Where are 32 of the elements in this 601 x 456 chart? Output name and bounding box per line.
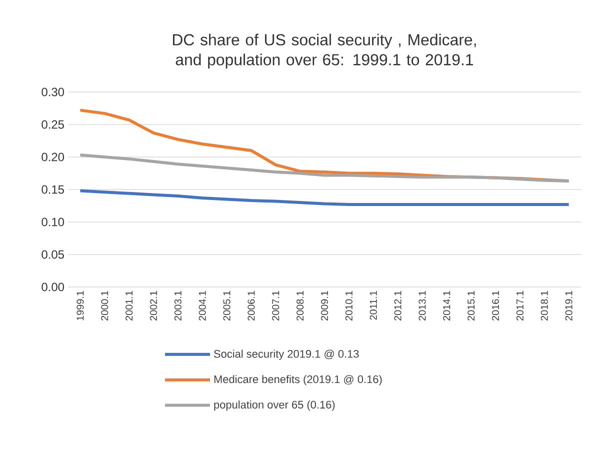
x-tick-label: 2002.1 <box>150 291 158 320</box>
y-tick-label: 0.05 <box>42 250 64 259</box>
y-tick-label: 0.15 <box>42 185 64 194</box>
x-tick-label: 2003.1 <box>174 291 182 320</box>
x-tick-label: 2019.1 <box>565 291 572 320</box>
x-tick-label: 2001.1 <box>126 291 133 320</box>
x-tick-label: 2006.1 <box>248 291 255 320</box>
chart-title: DC share of US social security , Medicare, and population over 65: 1999.1 to 2019.1 <box>173 34 476 69</box>
x-tick-label: 2004.1 <box>198 291 206 320</box>
x-tick-label: 2010.1 <box>345 291 352 320</box>
x-tick-label: 2009.1 <box>320 291 328 320</box>
x-tick-label: 2000.1 <box>101 291 108 320</box>
x-tick-label: 2005.1 <box>223 291 230 320</box>
y-tick-label: 0.20 <box>42 152 64 162</box>
x-tick-label: 2007.1 <box>272 291 280 320</box>
x-tick-label: 2016.1 <box>492 291 500 320</box>
x-tick-label: 1999.1 <box>76 291 84 320</box>
x-tick-label: 2011.1 <box>370 291 377 320</box>
legend-label: population over 65 (0.16) <box>214 400 335 411</box>
y-tick-label: 0.10 <box>42 218 64 226</box>
legend-label: Social security 2019.1 @ 0.13 <box>214 350 359 360</box>
y-tick-label: 0.25 <box>42 120 64 129</box>
y-tick-label: 0.00 <box>42 282 64 292</box>
y-tick-label: 0.30 <box>42 88 64 96</box>
x-tick-label: 2014.1 <box>443 291 450 320</box>
x-tick-label: 2018.1 <box>540 291 548 320</box>
x-tick-label: 2012.1 <box>394 291 402 320</box>
x-tick-label: 2008.1 <box>296 291 304 320</box>
x-tick-label: 2017.1 <box>516 291 524 320</box>
x-tick-label: 2015.1 <box>468 291 475 320</box>
legend-label: Medicare benefits (2019.1 @ 0.16) <box>214 375 382 386</box>
x-tick-label: 2013.1 <box>418 291 426 320</box>
